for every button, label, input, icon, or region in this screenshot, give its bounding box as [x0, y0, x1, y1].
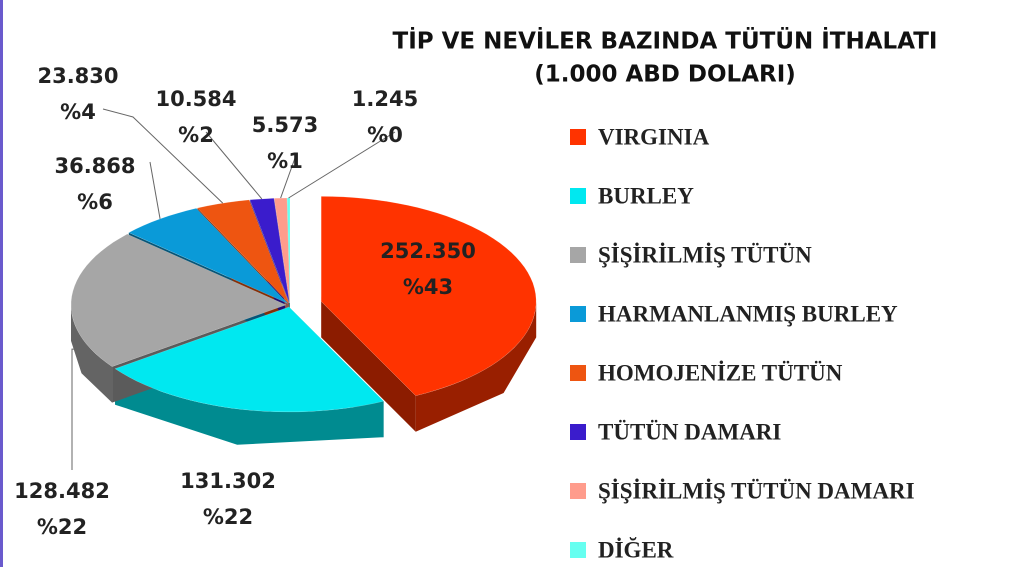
legend-label: ŞİŞİRİLMİŞ TÜTÜN — [598, 242, 812, 267]
slice-side — [415, 301, 537, 432]
legend-label: VIRGINIA — [598, 124, 710, 149]
legend-swatch — [570, 247, 586, 263]
leader-line — [102, 108, 224, 204]
legend-swatch — [570, 365, 586, 381]
left-edge — [0, 0, 3, 567]
slice — [286, 197, 291, 304]
percent-label: %4 — [60, 100, 96, 124]
value-label: 10.584 — [155, 87, 236, 111]
legend-label: HOMOJENİZE TÜTÜN — [598, 360, 843, 385]
legend-swatch — [570, 542, 586, 558]
leader-line — [149, 161, 161, 219]
leader-line — [71, 348, 75, 470]
percent-label: %22 — [203, 505, 253, 529]
value-label: 23.830 — [37, 64, 118, 88]
percent-label: %2 — [178, 123, 214, 147]
percent-label: %1 — [267, 149, 303, 173]
leader-line — [288, 131, 396, 199]
slice — [128, 208, 288, 304]
slice — [196, 199, 290, 304]
leader-line — [205, 131, 263, 200]
slice — [320, 196, 537, 396]
value-label: 36.868 — [54, 154, 135, 178]
value-label: 128.482 — [14, 479, 110, 503]
chart-title: TİP VE NEVİLER BAZINDA TÜTÜN İTHALATI — [393, 27, 938, 55]
legend-label: BURLEY — [598, 183, 694, 208]
legend-swatch — [570, 424, 586, 440]
legend-swatch — [570, 306, 586, 322]
slice — [114, 306, 385, 413]
legend-swatch — [570, 129, 586, 145]
legend-label: TÜTÜN DAMARI — [598, 419, 781, 444]
slice-radial-side — [321, 301, 416, 432]
percent-label: %6 — [77, 190, 113, 214]
slice — [273, 197, 291, 304]
percent-label: %0 — [367, 123, 403, 147]
legend-label: DİĞER — [598, 536, 674, 562]
legend-swatch — [570, 188, 586, 204]
leader-line — [280, 157, 296, 199]
value-label: 5.573 — [252, 113, 318, 137]
slice-side — [71, 304, 113, 403]
legend-swatch — [570, 483, 586, 499]
percent-label: %22 — [37, 515, 87, 539]
slice-side — [115, 368, 384, 445]
value-label: 1.245 — [352, 87, 418, 111]
chart-subtitle: (1.000 ABD DOLARI) — [534, 62, 796, 88]
value-label: 252.350 — [380, 239, 476, 263]
legend-label: ŞİŞİRİLMİŞ TÜTÜN DAMARI — [598, 478, 915, 503]
legend-label: HARMANLANMIŞ BURLEY — [598, 301, 898, 326]
slice — [70, 233, 287, 367]
percent-label: %43 — [403, 275, 453, 299]
value-label: 131.302 — [180, 469, 276, 493]
slice — [249, 198, 290, 304]
pie — [70, 196, 537, 445]
